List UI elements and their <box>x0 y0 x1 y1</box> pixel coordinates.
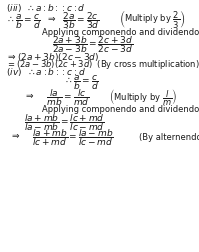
Text: $\left(\mathrm{Multiply\ by\ }\dfrac{l}{m}\right)$: $\left(\mathrm{Multiply\ by\ }\dfrac{l}{… <box>109 87 178 107</box>
Text: $\left(\mathrm{Multiply\ by\ }\dfrac{2}{3}\right)$: $\left(\mathrm{Multiply\ by\ }\dfrac{2}{… <box>119 9 186 31</box>
Text: Applying componendo and dividendo,: Applying componendo and dividendo, <box>42 104 199 113</box>
Text: $\therefore\dfrac{a}{b}=\dfrac{c}{d}$: $\therefore\dfrac{a}{b}=\dfrac{c}{d}$ <box>64 73 99 92</box>
Text: $\dfrac{la+mb}{la-mb}=\dfrac{lc+md}{lc-md}$: $\dfrac{la+mb}{la-mb}=\dfrac{lc+md}{lc-m… <box>24 111 105 132</box>
Text: $=(2a-3b)(2c+3d)$  (By cross multiplication): $=(2a-3b)(2c+3d)$ (By cross multiplicati… <box>6 58 199 71</box>
Text: $(iv)$  $\therefore a:b::c:d$: $(iv)$ $\therefore a:b::c:d$ <box>6 66 86 78</box>
Text: (By alternendo): (By alternendo) <box>139 132 199 141</box>
Text: $(iii)$  $\therefore a:b::c:d$: $(iii)$ $\therefore a:b::c:d$ <box>6 2 86 14</box>
Text: $\Rightarrow (2a+3b)(2c-3d)$: $\Rightarrow (2a+3b)(2c-3d)$ <box>6 51 99 63</box>
Text: $\therefore\dfrac{a}{b}=\dfrac{c}{d}$  $\Rightarrow$  $\dfrac{2a}{3b}=\dfrac{2c}: $\therefore\dfrac{a}{b}=\dfrac{c}{d}$ $\… <box>6 10 100 30</box>
Text: $\Rightarrow$    $\dfrac{la}{mb}=\dfrac{lc}{md}$: $\Rightarrow$ $\dfrac{la}{mb}=\dfrac{lc}… <box>24 87 90 107</box>
Text: $\dfrac{2a+3b}{2a-3b}=\dfrac{2c+3d}{2c-3d}$: $\dfrac{2a+3b}{2a-3b}=\dfrac{2c+3d}{2c-3… <box>52 35 133 55</box>
Text: Applying componendo and dividendo,: Applying componendo and dividendo, <box>42 27 199 37</box>
Text: $\Rightarrow$    $\dfrac{la+mb}{lc+md}=\dfrac{la-mb}{lc-md}$: $\Rightarrow$ $\dfrac{la+mb}{lc+md}=\dfr… <box>10 126 114 147</box>
